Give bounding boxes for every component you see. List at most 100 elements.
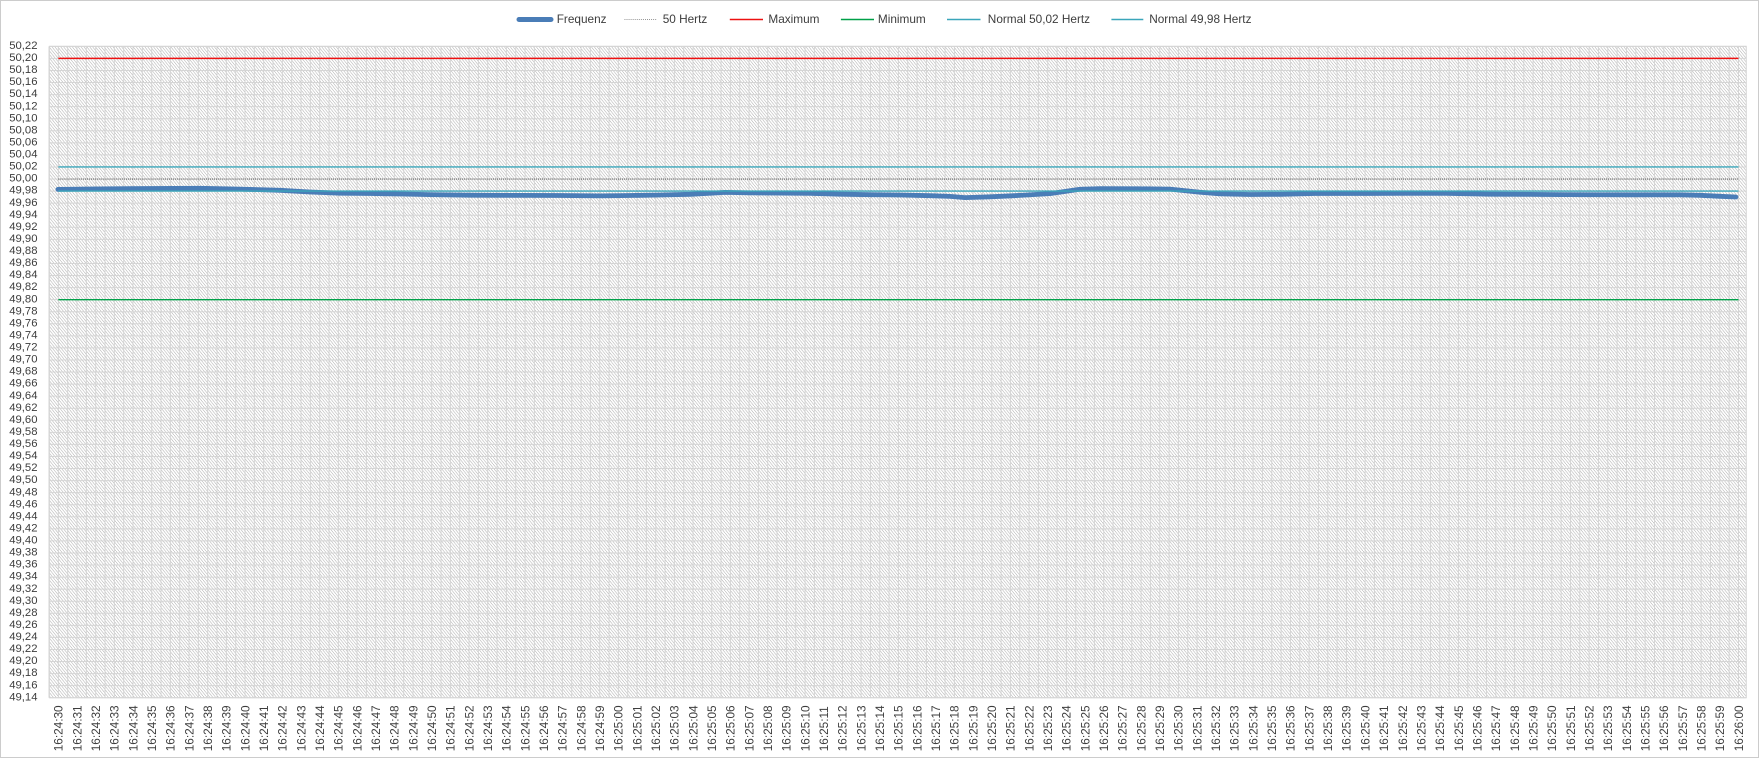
svg-text:49,62: 49,62: [9, 402, 37, 414]
svg-text:49,74: 49,74: [9, 329, 37, 341]
svg-text:16:25:31: 16:25:31: [1190, 705, 1204, 751]
svg-text:16:25:25: 16:25:25: [1078, 705, 1092, 751]
svg-text:16:25:03: 16:25:03: [668, 705, 682, 751]
svg-text:16:25:33: 16:25:33: [1228, 705, 1242, 751]
svg-text:16:25:02: 16:25:02: [649, 705, 663, 751]
svg-text:49,50: 49,50: [9, 474, 37, 486]
svg-text:49,40: 49,40: [9, 535, 37, 547]
svg-text:16:25:10: 16:25:10: [798, 705, 812, 751]
svg-text:16:25:41: 16:25:41: [1377, 705, 1391, 751]
svg-text:16:25:34: 16:25:34: [1246, 705, 1260, 751]
svg-text:16:24:38: 16:24:38: [201, 705, 215, 751]
svg-text:49,58: 49,58: [9, 426, 37, 438]
svg-text:50,08: 50,08: [9, 124, 37, 136]
svg-text:50,20: 50,20: [9, 52, 37, 64]
svg-text:49,18: 49,18: [9, 667, 37, 679]
svg-text:49,90: 49,90: [9, 233, 37, 245]
svg-text:16:25:46: 16:25:46: [1470, 705, 1484, 751]
svg-text:49,84: 49,84: [9, 269, 37, 281]
svg-text:50 Hertz: 50 Hertz: [663, 12, 708, 26]
svg-text:16:24:37: 16:24:37: [182, 705, 196, 751]
svg-text:16:24:31: 16:24:31: [70, 705, 84, 751]
svg-text:16:25:21: 16:25:21: [1004, 705, 1018, 751]
svg-text:49,44: 49,44: [9, 510, 37, 522]
svg-text:16:24:52: 16:24:52: [462, 705, 476, 751]
svg-text:16:25:47: 16:25:47: [1489, 705, 1503, 751]
svg-text:16:25:52: 16:25:52: [1582, 705, 1596, 751]
svg-text:16:25:54: 16:25:54: [1620, 705, 1634, 751]
svg-text:49,22: 49,22: [9, 643, 37, 655]
svg-text:16:24:48: 16:24:48: [388, 705, 402, 751]
svg-text:49,52: 49,52: [9, 462, 37, 474]
svg-text:16:24:41: 16:24:41: [257, 705, 271, 751]
svg-text:16:24:35: 16:24:35: [145, 705, 159, 751]
svg-text:16:25:50: 16:25:50: [1545, 705, 1559, 751]
svg-text:49,60: 49,60: [9, 414, 37, 426]
svg-text:16:25:14: 16:25:14: [873, 705, 887, 751]
svg-text:49,30: 49,30: [9, 595, 37, 607]
svg-text:49,66: 49,66: [9, 378, 37, 390]
svg-text:Frequenz: Frequenz: [557, 12, 607, 26]
svg-text:16:26:00: 16:26:00: [1732, 705, 1746, 751]
svg-text:16:25:56: 16:25:56: [1657, 705, 1671, 751]
svg-text:16:24:30: 16:24:30: [52, 705, 66, 751]
svg-text:50,00: 50,00: [9, 173, 37, 185]
svg-text:49,54: 49,54: [9, 450, 37, 462]
svg-text:16:24:51: 16:24:51: [444, 705, 458, 751]
svg-text:16:25:28: 16:25:28: [1134, 705, 1148, 751]
svg-text:16:24:59: 16:24:59: [593, 705, 607, 751]
svg-text:16:25:15: 16:25:15: [892, 705, 906, 751]
svg-text:16:24:40: 16:24:40: [238, 705, 252, 751]
svg-text:49,24: 49,24: [9, 631, 37, 643]
svg-text:16:25:22: 16:25:22: [1022, 705, 1036, 751]
svg-text:16:24:49: 16:24:49: [406, 705, 420, 751]
svg-text:16:24:32: 16:24:32: [89, 705, 103, 751]
svg-text:Normal 49,98 Hertz: Normal 49,98 Hertz: [1149, 12, 1251, 26]
svg-text:16:25:06: 16:25:06: [724, 705, 738, 751]
svg-text:49,92: 49,92: [9, 221, 37, 233]
svg-text:16:25:37: 16:25:37: [1302, 705, 1316, 751]
svg-text:50,22: 50,22: [9, 40, 37, 52]
svg-text:49,36: 49,36: [9, 559, 37, 571]
svg-text:49,98: 49,98: [9, 185, 37, 197]
svg-text:16:24:47: 16:24:47: [369, 705, 383, 751]
svg-text:49,86: 49,86: [9, 257, 37, 269]
svg-text:49,14: 49,14: [9, 691, 37, 703]
svg-text:16:25:55: 16:25:55: [1638, 705, 1652, 751]
svg-text:16:25:42: 16:25:42: [1396, 705, 1410, 751]
svg-text:16:25:45: 16:25:45: [1452, 705, 1466, 751]
svg-text:16:25:18: 16:25:18: [948, 705, 962, 751]
svg-text:16:24:45: 16:24:45: [332, 705, 346, 751]
svg-text:49,34: 49,34: [9, 571, 37, 583]
svg-text:Maximum: Maximum: [768, 12, 819, 26]
svg-text:16:24:39: 16:24:39: [220, 705, 234, 751]
svg-text:16:25:24: 16:25:24: [1060, 705, 1074, 751]
svg-text:49,80: 49,80: [9, 293, 37, 305]
svg-text:49,88: 49,88: [9, 245, 37, 257]
svg-text:16:25:09: 16:25:09: [780, 705, 794, 751]
svg-text:16:25:30: 16:25:30: [1172, 705, 1186, 751]
svg-text:49,76: 49,76: [9, 317, 37, 329]
svg-text:16:24:36: 16:24:36: [164, 705, 178, 751]
svg-text:16:25:01: 16:25:01: [630, 705, 644, 751]
svg-text:16:25:16: 16:25:16: [910, 705, 924, 751]
svg-text:16:25:51: 16:25:51: [1564, 705, 1578, 751]
svg-text:16:24:53: 16:24:53: [481, 705, 495, 751]
svg-text:16:24:57: 16:24:57: [556, 705, 570, 751]
svg-text:50,16: 50,16: [9, 76, 37, 88]
svg-text:16:24:46: 16:24:46: [350, 705, 364, 751]
svg-text:16:25:49: 16:25:49: [1526, 705, 1540, 751]
svg-text:16:25:07: 16:25:07: [742, 705, 756, 751]
svg-text:16:25:58: 16:25:58: [1694, 705, 1708, 751]
svg-text:16:25:57: 16:25:57: [1676, 705, 1690, 751]
svg-text:49,28: 49,28: [9, 607, 37, 619]
svg-text:49,16: 49,16: [9, 679, 37, 691]
svg-text:49,72: 49,72: [9, 342, 37, 354]
svg-text:49,96: 49,96: [9, 197, 37, 209]
svg-text:16:25:53: 16:25:53: [1601, 705, 1615, 751]
svg-text:16:25:40: 16:25:40: [1358, 705, 1372, 751]
svg-text:16:25:48: 16:25:48: [1508, 705, 1522, 751]
svg-text:49,46: 49,46: [9, 498, 37, 510]
svg-text:16:25:35: 16:25:35: [1265, 705, 1279, 751]
svg-text:49,78: 49,78: [9, 305, 37, 317]
